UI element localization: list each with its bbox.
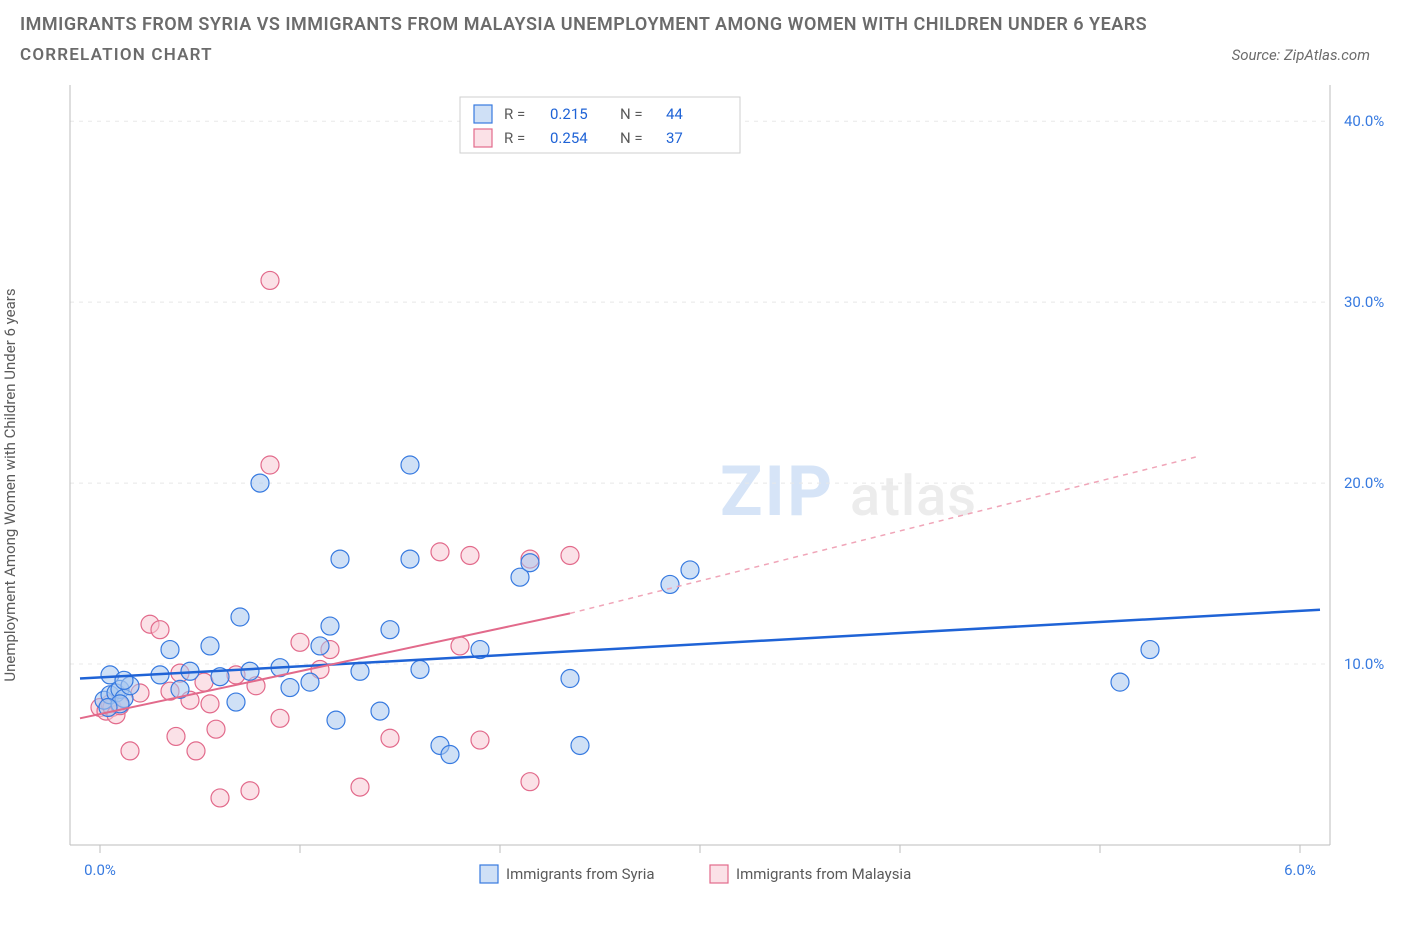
svg-text:37: 37: [666, 129, 683, 147]
source-label: Source: ZipAtlas.com: [1232, 46, 1370, 64]
svg-text:R =: R =: [504, 105, 525, 123]
svg-text:N =: N =: [620, 105, 643, 123]
page-title: IMMIGRANTS FROM SYRIA VS IMMIGRANTS FROM…: [0, 0, 1406, 35]
y-axis-label: Unemployment Among Women with Children U…: [1, 288, 19, 681]
svg-text:Immigrants from Syria: Immigrants from Syria: [506, 865, 655, 883]
svg-text:44: 44: [666, 105, 683, 123]
svg-text:0.215: 0.215: [550, 105, 588, 123]
svg-text:N =: N =: [620, 129, 643, 147]
svg-text:ZIP: ZIP: [720, 451, 834, 533]
svg-text:10.0%: 10.0%: [1344, 655, 1384, 673]
svg-text:atlas: atlas: [850, 463, 977, 529]
svg-text:Immigrants from Malaysia: Immigrants from Malaysia: [736, 865, 911, 883]
svg-text:40.0%: 40.0%: [1344, 112, 1384, 130]
subtitle-row: CORRELATION CHART Source: ZipAtlas.com: [0, 35, 1406, 65]
svg-text:6.0%: 6.0%: [1284, 861, 1316, 879]
svg-text:0.0%: 0.0%: [84, 861, 116, 879]
chart-subtitle: CORRELATION CHART: [20, 45, 213, 65]
correlation-chart: ZIPatlas 10.0% 20.0% 30.0% 40.0% 0.0% 6.0% R = 0…: [20, 75, 1386, 895]
svg-text:0.254: 0.254: [550, 129, 588, 147]
svg-text:30.0%: 30.0%: [1344, 293, 1384, 311]
svg-text:R =: R =: [504, 129, 525, 147]
chart-container: Unemployment Among Women with Children U…: [20, 75, 1386, 895]
svg-text:20.0%: 20.0%: [1344, 474, 1384, 492]
